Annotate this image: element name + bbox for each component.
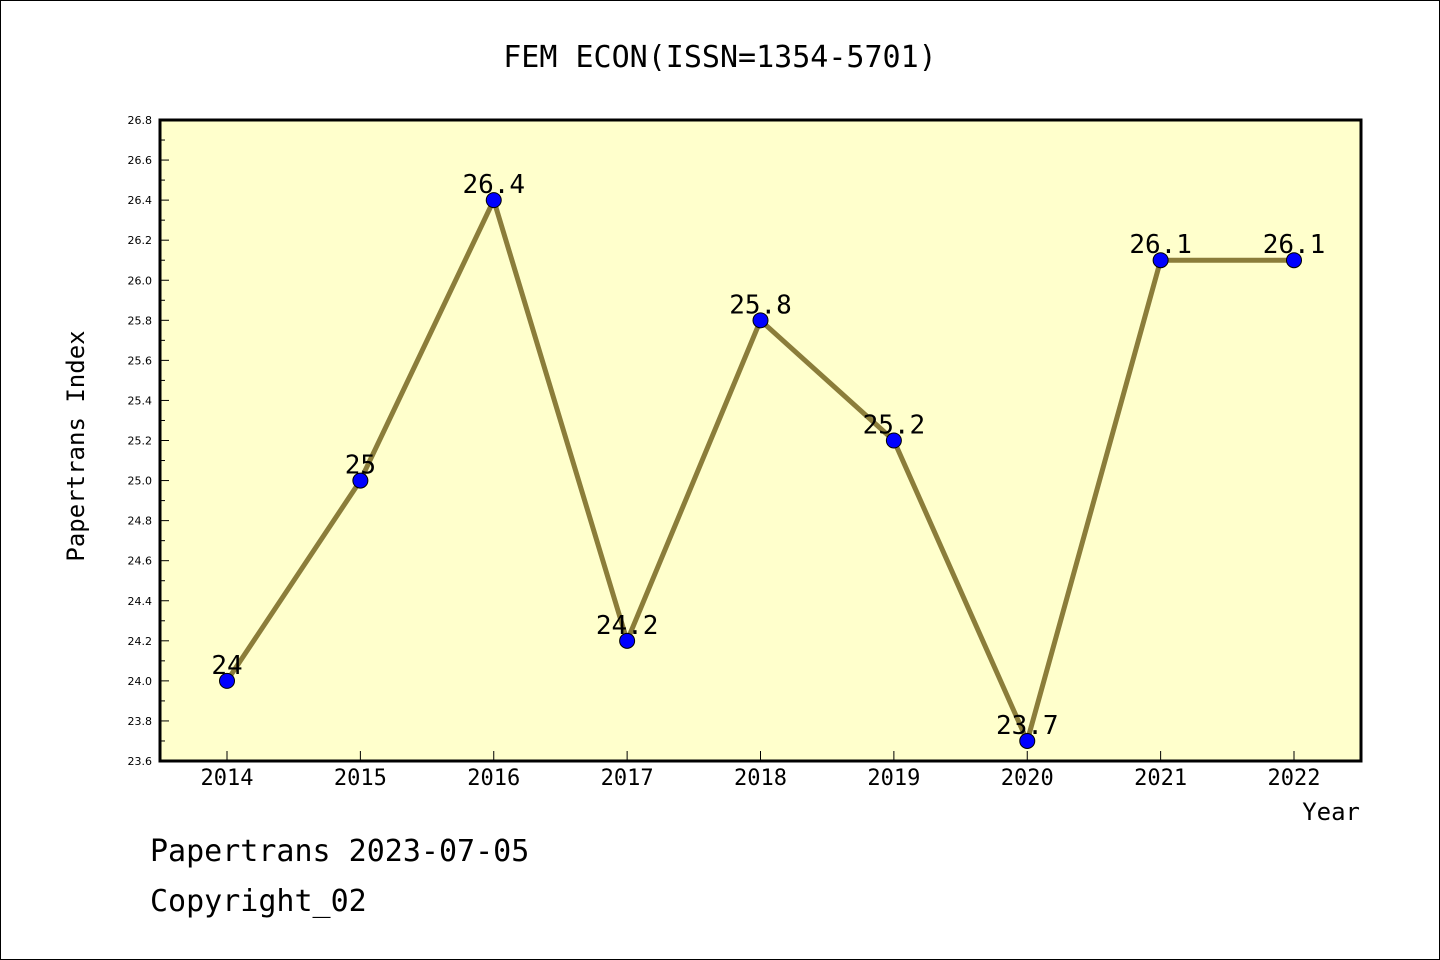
y-tick-label: 24.0 [128, 675, 153, 688]
data-point [1286, 252, 1302, 269]
chart-title: FEM ECON(ISSN=1354-5701) [503, 40, 936, 75]
y-tick-label: 25.4 [128, 394, 153, 407]
y-tick-label: 25.6 [128, 354, 153, 367]
data-label: 24 [211, 651, 242, 681]
data-point [485, 192, 502, 209]
plot-area [158, 118, 1363, 763]
y-axis-title: Papertrans Index [62, 330, 90, 561]
x-tick-label: 2015 [334, 766, 387, 791]
footer-date: Papertrans 2023-07-05 [150, 834, 530, 869]
data-point [219, 672, 235, 689]
y-tick-label: 23.6 [128, 755, 153, 768]
y-tick-label: 26.4 [128, 194, 153, 207]
data-labels: 24 25 26.4 24.2 25.8 25.2 23.7 26.1 26.1 [211, 170, 1325, 741]
data-label: 26.1 [1129, 230, 1192, 260]
data-label: 25.8 [729, 290, 792, 320]
data-markers [219, 192, 1302, 749]
y-tick-label: 24.4 [128, 595, 153, 608]
y-tick-label: 25.0 [128, 475, 153, 488]
x-tick-label: 2018 [734, 766, 787, 791]
data-point [352, 472, 369, 489]
data-label: 26.4 [462, 170, 525, 200]
y-tick-label: 26.0 [128, 274, 153, 287]
data-point [1019, 732, 1036, 749]
y-tick-label: 25.8 [128, 314, 153, 327]
footer-copyright: Copyright_02 [150, 884, 367, 919]
y-tick-label: 26.2 [128, 234, 153, 247]
y-tick-label: 26.6 [128, 154, 153, 167]
y-tick-label: 24.2 [128, 635, 153, 648]
data-point [619, 632, 636, 649]
x-tick-label: 2021 [1134, 766, 1187, 791]
x-axis: 2014 2015 2016 2017 2018 2019 2020 2021 2022 [201, 751, 1321, 791]
y-axis: 23.6 23.8 24.0 24.2 24.4 24.6 24.8 25.0 25.2 25.4… [128, 114, 169, 768]
data-label: 26.1 [1263, 230, 1326, 260]
data-label: 25.2 [863, 411, 926, 441]
data-point [752, 312, 769, 329]
data-point [1152, 252, 1169, 269]
x-axis-title: Year [1302, 798, 1360, 826]
y-tick-label: 23.8 [128, 715, 153, 728]
data-label: 24.2 [596, 611, 659, 641]
x-tick-label: 2020 [1001, 766, 1054, 791]
x-tick-label: 2016 [467, 766, 520, 791]
y-tick-label: 26.8 [128, 114, 153, 127]
y-tick-label: 25.2 [128, 435, 153, 448]
x-tick-label: 2022 [1268, 766, 1321, 791]
y-tick-label: 24.8 [128, 515, 153, 528]
data-label: 25 [345, 451, 376, 481]
x-tick-label: 2017 [601, 766, 654, 791]
data-label: 23.7 [996, 711, 1059, 741]
data-point [885, 432, 902, 449]
x-tick-label: 2019 [867, 766, 920, 791]
x-tick-label: 2014 [201, 766, 254, 791]
y-tick-label: 24.6 [128, 555, 153, 568]
